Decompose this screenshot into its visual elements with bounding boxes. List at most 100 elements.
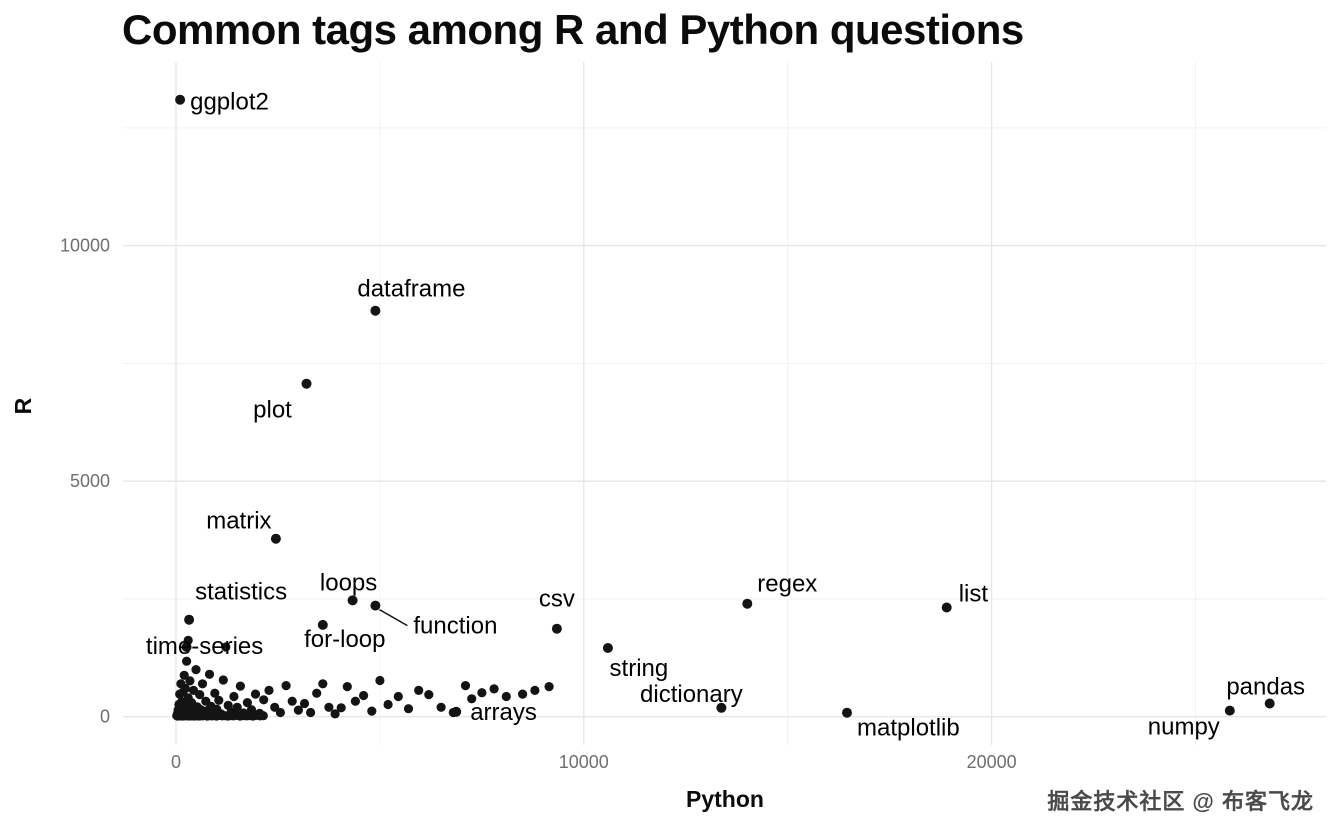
- data-point: [403, 704, 414, 714]
- point-label-string: string: [610, 655, 669, 682]
- data-point: [318, 679, 328, 689]
- data-point: [195, 690, 205, 700]
- data-point: [342, 682, 352, 692]
- label-leader-line: [379, 608, 408, 627]
- point-label-statistics: statistics: [195, 579, 287, 606]
- data-point-csv: [551, 623, 562, 634]
- data-point: [235, 681, 245, 691]
- data-point: [501, 691, 511, 702]
- data-point: [299, 698, 310, 709]
- data-point: [214, 695, 224, 705]
- data-point: [293, 705, 303, 715]
- data-point: [258, 711, 268, 721]
- data-point: [359, 690, 369, 701]
- x-tick-label: 20000: [967, 752, 1017, 772]
- data-point-regex: [742, 598, 753, 609]
- data-point-for-loop: [317, 619, 328, 630]
- data-points: [172, 94, 1275, 721]
- axis-tick-labels: 0 10000 20000 0 5000 10000: [60, 236, 1017, 772]
- data-point: [544, 682, 554, 692]
- chart-title: Common tags among R and Python questions: [122, 6, 1024, 53]
- data-point-statistics: [184, 614, 195, 625]
- data-point-loops: [347, 595, 358, 606]
- data-point: [185, 676, 195, 686]
- data-point: [221, 642, 231, 652]
- point-label-pandas: pandas: [1226, 674, 1305, 701]
- data-point: [312, 688, 322, 698]
- data-point: [477, 688, 487, 698]
- data-point: [383, 699, 393, 710]
- point-label-function: function: [413, 613, 497, 640]
- data-point: [467, 694, 477, 704]
- x-tick-label: 10000: [559, 752, 609, 772]
- data-point-arrays: [451, 706, 462, 717]
- watermark-text: 掘金技术社区 @ 布客飞龙: [1047, 789, 1314, 814]
- data-point: [229, 691, 239, 702]
- data-point-matrix: [270, 533, 281, 544]
- data-point-matplotlib: [842, 707, 852, 718]
- data-point: [259, 695, 269, 705]
- y-tick-label: 10000: [60, 236, 110, 256]
- data-point: [242, 698, 252, 708]
- data-point: [375, 675, 385, 686]
- gridlines: [123, 62, 1326, 745]
- data-point-plot: [301, 378, 312, 389]
- data-point: [530, 685, 540, 696]
- y-tick-label: 0: [100, 707, 110, 727]
- data-point: [414, 685, 424, 696]
- point-label-dataframe: dataframe: [357, 276, 465, 303]
- data-point: [275, 707, 285, 718]
- point-labels: ggplot2 dataframe plot matrix loops function s…: [146, 89, 1305, 742]
- data-point: [350, 696, 360, 706]
- data-point-time-series: [181, 642, 192, 652]
- data-point: [204, 669, 215, 679]
- data-point: [250, 689, 261, 699]
- data-point: [436, 702, 446, 712]
- point-label-numpy: numpy: [1148, 714, 1220, 741]
- data-point: [393, 691, 403, 702]
- data-point: [424, 690, 434, 700]
- point-label-regex: regex: [757, 571, 817, 598]
- data-point-pandas: [1264, 698, 1275, 709]
- data-point-function: [370, 600, 381, 611]
- data-point: [179, 670, 189, 680]
- point-label-ggplot2: ggplot2: [190, 89, 269, 116]
- point-label-time-series: time-series: [146, 633, 263, 660]
- point-label-list: list: [959, 581, 989, 608]
- data-point: [197, 679, 208, 689]
- data-point: [287, 696, 297, 706]
- data-point-numpy: [1224, 705, 1235, 716]
- data-point: [336, 703, 346, 713]
- data-point: [232, 702, 242, 712]
- data-point-dictionary: [716, 702, 727, 713]
- y-axis-label: R: [10, 397, 36, 415]
- y-tick-label: 5000: [70, 471, 110, 491]
- data-point: [330, 709, 340, 719]
- data-point: [306, 707, 316, 718]
- point-label-loops: loops: [320, 569, 377, 596]
- data-point: [191, 665, 201, 675]
- data-point: [210, 688, 220, 698]
- data-point: [264, 685, 274, 696]
- data-point-list: [941, 602, 952, 613]
- data-point: [218, 675, 228, 685]
- data-point: [281, 681, 291, 691]
- point-label-csv: csv: [539, 586, 575, 613]
- data-point: [182, 656, 192, 666]
- data-point: [460, 681, 471, 691]
- x-axis-label: Python: [686, 786, 764, 812]
- data-point: [367, 706, 377, 716]
- data-point: [180, 683, 190, 694]
- point-label-plot: plot: [253, 397, 292, 424]
- point-label-for-loop: for-loop: [304, 626, 385, 653]
- data-point: [489, 684, 499, 694]
- point-label-dictionary: dictionary: [640, 681, 743, 708]
- data-point-dataframe: [370, 305, 381, 316]
- data-point: [518, 689, 528, 699]
- x-tick-label: 0: [171, 752, 181, 772]
- point-label-arrays: arrays: [470, 699, 537, 726]
- point-label-matrix: matrix: [206, 508, 271, 535]
- data-point-ggplot2: [175, 94, 186, 105]
